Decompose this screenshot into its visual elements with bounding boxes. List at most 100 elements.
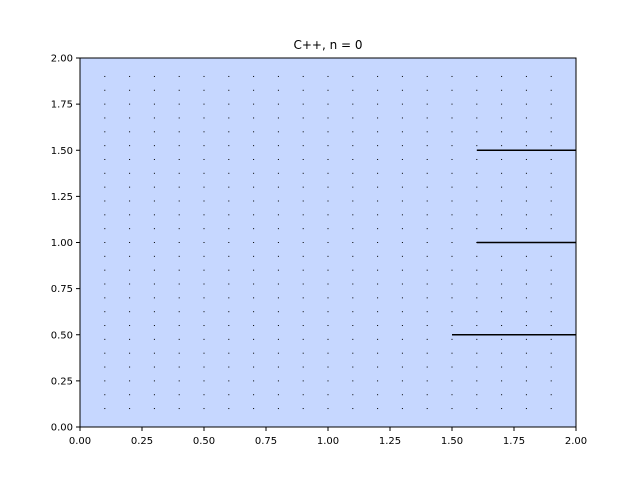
grid-dot [253, 117, 255, 119]
grid-dot [203, 75, 205, 77]
grid-dot [401, 394, 403, 396]
grid-dot [302, 394, 304, 396]
grid-dot [352, 352, 354, 354]
y-tick-label: 1.25 [51, 192, 73, 203]
grid-dot [525, 352, 527, 354]
grid-dot [327, 283, 329, 285]
grid-dot [401, 228, 403, 230]
grid-dot [203, 255, 205, 257]
grid-dot [352, 103, 354, 105]
grid-dot [129, 269, 131, 271]
grid-dot [451, 103, 453, 105]
grid-dot [228, 269, 230, 271]
grid-dot [501, 131, 503, 133]
grid-dot [451, 338, 453, 340]
grid-dot [451, 158, 453, 160]
grid-dot [129, 297, 131, 299]
grid-dot [178, 242, 180, 243]
grid-dot [277, 158, 279, 160]
grid-dot [426, 172, 428, 174]
grid-dot [302, 325, 304, 327]
grid-dot [550, 269, 552, 271]
grid-dot [104, 394, 106, 396]
grid-dot [178, 338, 180, 340]
grid-dot [550, 311, 552, 313]
grid-dot [178, 311, 180, 313]
grid-dot [352, 255, 354, 257]
grid-dot [129, 338, 131, 340]
grid-dot [228, 172, 230, 174]
grid-dot [277, 145, 279, 147]
grid-dot [401, 297, 403, 299]
grid-dot [476, 158, 478, 160]
grid-dot [377, 255, 379, 257]
grid-dot [426, 131, 428, 133]
grid-dot [277, 89, 279, 91]
grid-dot [104, 283, 106, 285]
grid-dot [550, 158, 552, 160]
grid-dot [153, 297, 155, 299]
grid-dot [476, 283, 478, 285]
grid-dot [178, 228, 180, 230]
grid-dot [550, 325, 552, 327]
grid-dot [228, 75, 230, 77]
grid-dot [426, 255, 428, 257]
grid-dot [302, 131, 304, 133]
grid-dot [525, 394, 527, 396]
grid-dot [178, 325, 180, 327]
grid-dot [302, 145, 304, 147]
grid-dot [426, 408, 428, 410]
grid-dot [104, 117, 106, 119]
grid-dot [253, 228, 255, 230]
grid-dot [550, 380, 552, 382]
grid-dot [451, 380, 453, 382]
grid-dot [327, 311, 329, 313]
y-tick-label: 1.50 [51, 146, 73, 157]
grid-dot [352, 214, 354, 216]
grid-dot [302, 186, 304, 188]
grid-dot [104, 325, 106, 327]
grid-dot [451, 325, 453, 327]
grid-dot [377, 75, 379, 77]
grid-dot [377, 172, 379, 174]
grid-dot [352, 325, 354, 327]
grid-dot [476, 228, 478, 230]
grid-dot [153, 228, 155, 230]
grid-dot [302, 158, 304, 160]
grid-dot [352, 366, 354, 368]
grid-dot [277, 172, 279, 174]
grid-dot [550, 200, 552, 202]
grid-dot [104, 408, 106, 410]
grid-dot [426, 352, 428, 354]
grid-dot [451, 117, 453, 119]
grid-dot [203, 186, 205, 188]
grid-dot [277, 338, 279, 340]
grid-dot [401, 117, 403, 119]
grid-dot [203, 408, 205, 410]
grid-dot [253, 297, 255, 299]
grid-dot [104, 172, 106, 174]
grid-dot [327, 255, 329, 257]
grid-dot [501, 394, 503, 396]
grid-dot [153, 242, 155, 243]
grid-dot [426, 117, 428, 119]
grid-dot [178, 214, 180, 216]
grid-dot [178, 103, 180, 105]
grid-dot [550, 338, 552, 340]
grid-dot [302, 366, 304, 368]
grid-dot [426, 242, 428, 243]
grid-dot [525, 311, 527, 313]
grid-dot [327, 228, 329, 230]
grid-dot [352, 186, 354, 188]
grid-dot [253, 158, 255, 160]
grid-dot [550, 117, 552, 119]
grid-dot [476, 131, 478, 133]
grid-dot [228, 255, 230, 257]
grid-dot [327, 75, 329, 77]
grid-dot [277, 297, 279, 299]
grid-dot [203, 297, 205, 299]
grid-dot [377, 131, 379, 133]
grid-dot [277, 352, 279, 354]
grid-dot [525, 131, 527, 133]
grid-dot [228, 380, 230, 382]
